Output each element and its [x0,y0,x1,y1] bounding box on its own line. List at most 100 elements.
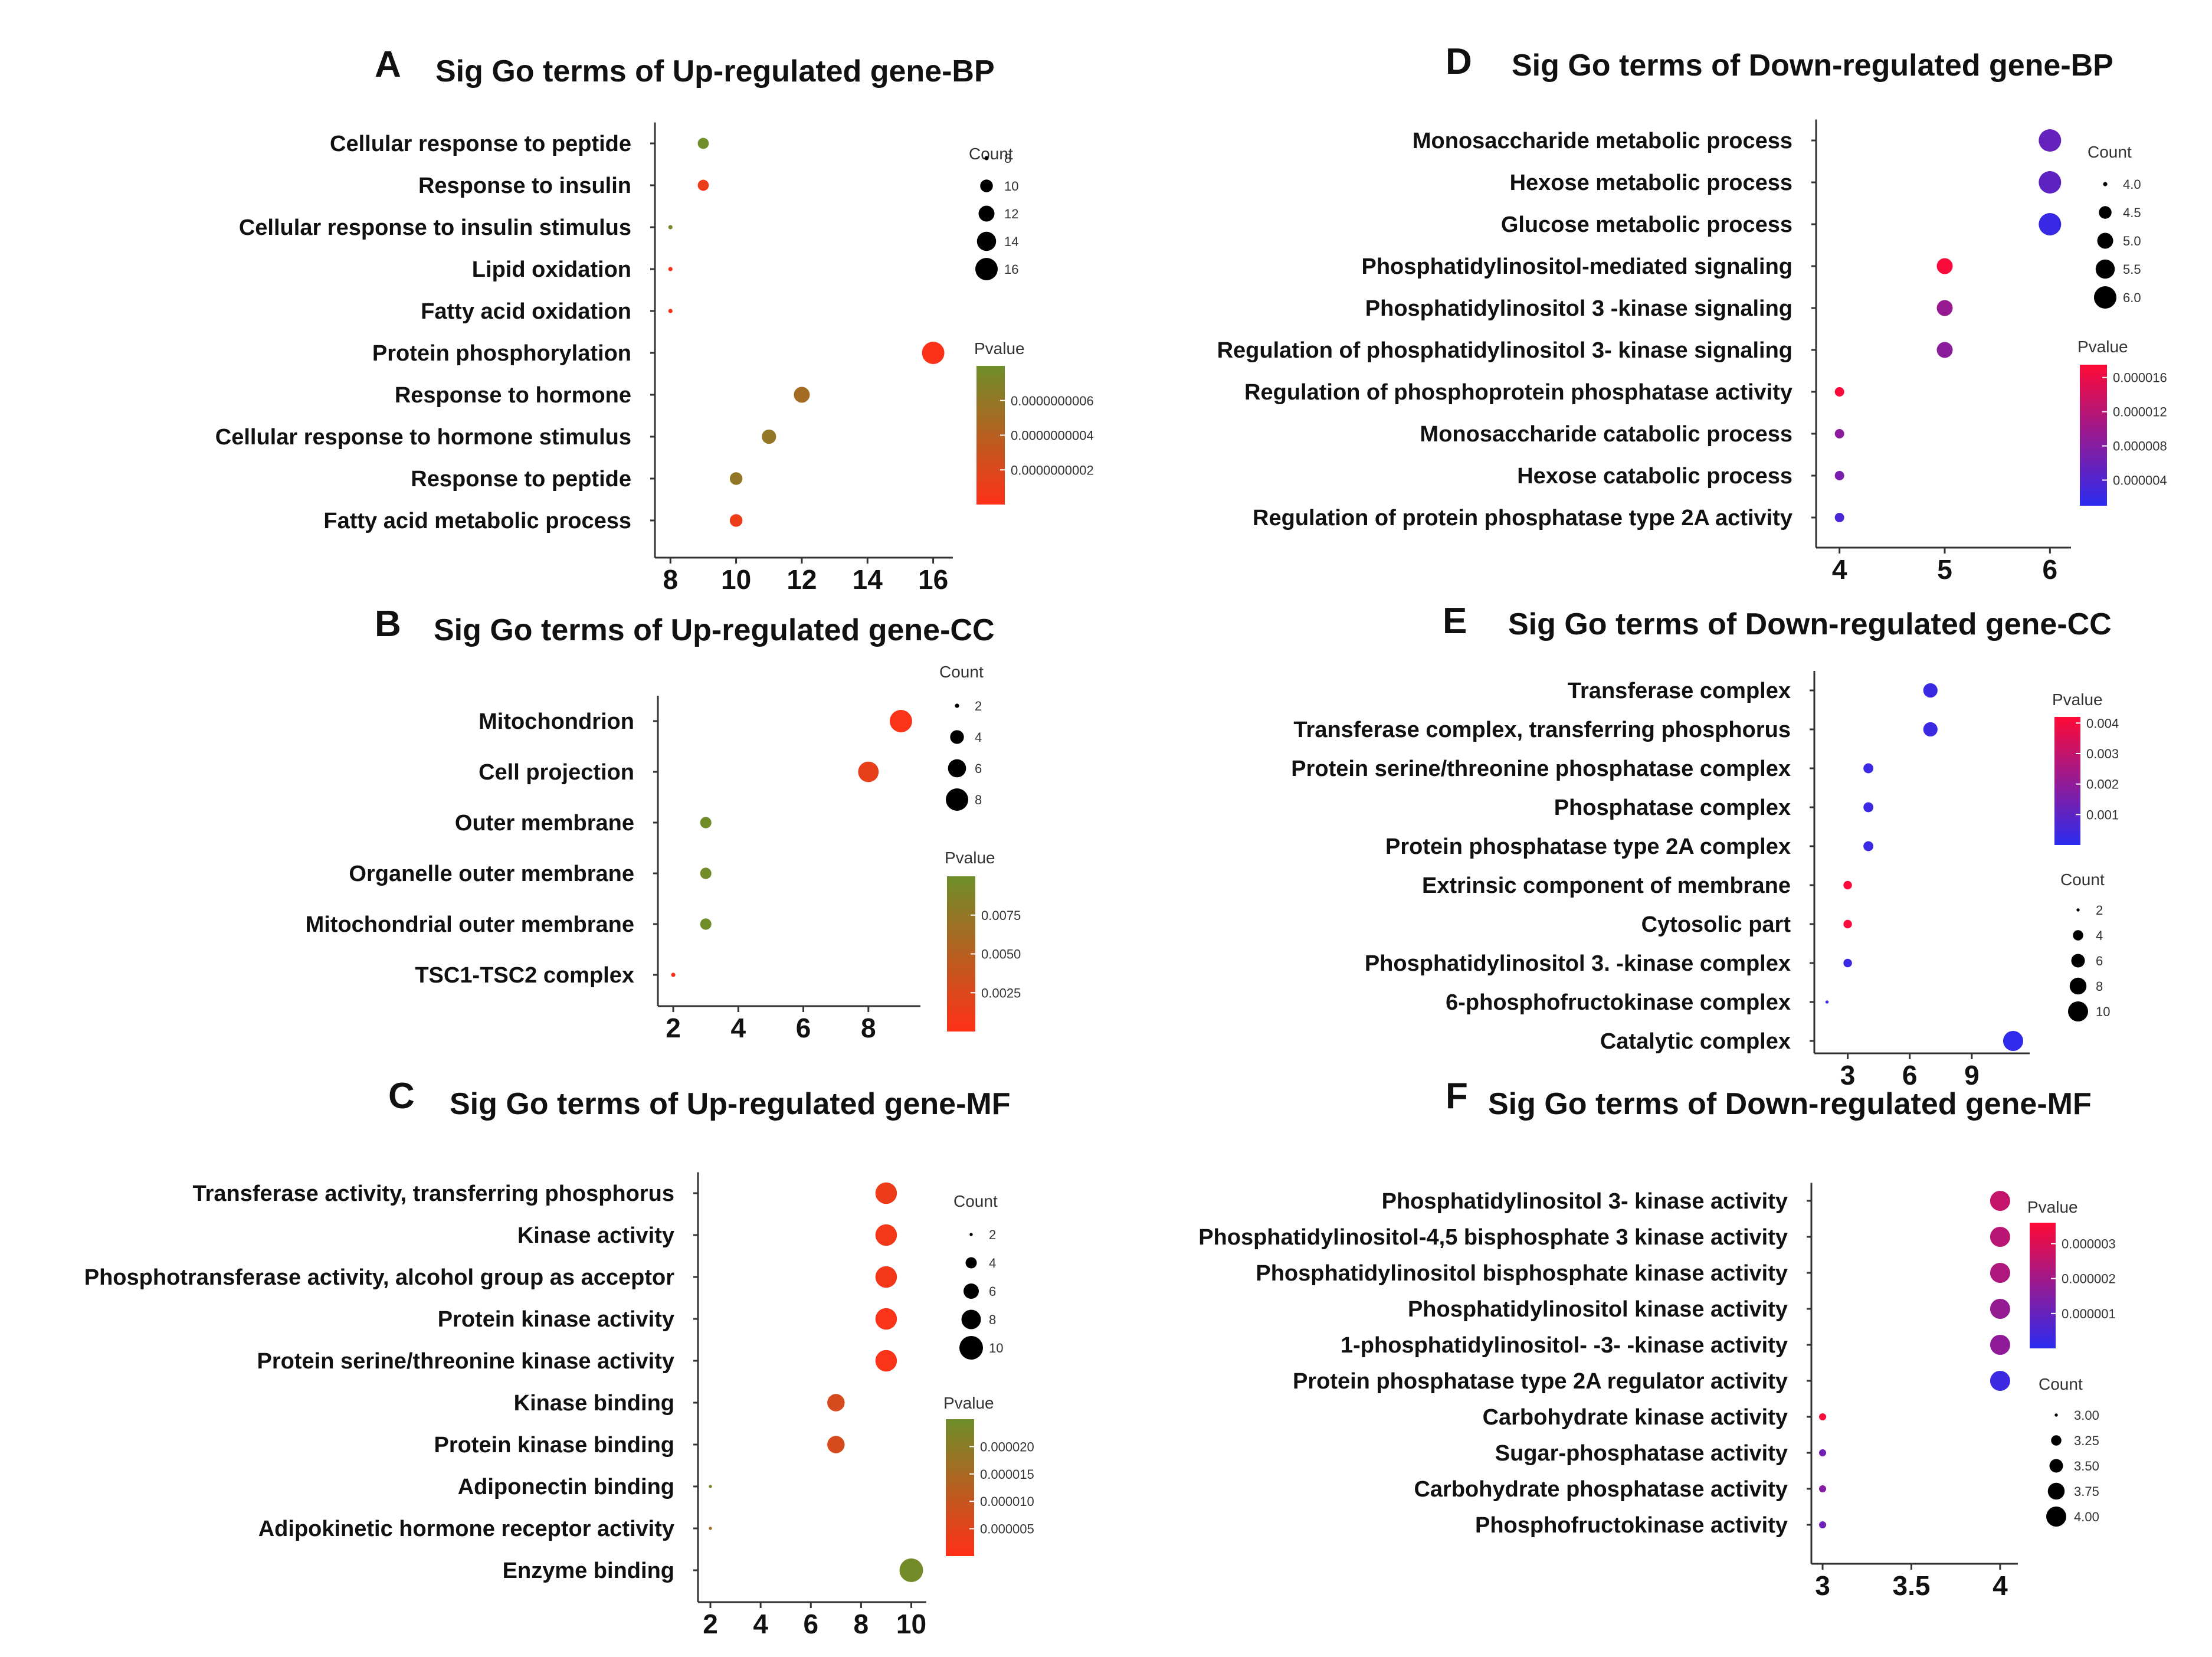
count-legend-swatch [978,205,995,222]
count-legend-label: 4 [975,730,982,745]
data-point [875,1182,897,1204]
count-legend-swatch [2099,206,2112,219]
data-point [889,710,912,732]
count-legend-label: 4.5 [2123,205,2141,220]
y-tick-label: Phosphatidylinositol-mediated signaling [1362,254,1793,279]
data-point [875,1308,897,1330]
count-legend-swatch [950,730,964,744]
count-legend-swatch [975,258,998,280]
count-legend-swatch [946,788,968,811]
data-point [668,225,673,230]
data-point [1825,1000,1829,1004]
data-point [1936,258,1953,274]
y-tick-label: Phosphatidylinositol 3- kinase activity [1382,1189,1788,1214]
y-tick-label: Phosphatidylinositol-4,5 bisphosphate 3 … [1198,1225,1788,1250]
data-point [922,342,945,364]
data-point [1819,1485,1827,1492]
x-tick-label: 10 [896,1609,926,1639]
count-legend-title: Count [953,1192,998,1210]
count-legend-swatch [2095,259,2115,279]
data-point [2039,213,2062,235]
data-point [697,137,709,149]
pvalue-legend-label: 0.000015 [980,1467,1034,1482]
count-legend-title: Count [2060,870,2105,889]
pvalue-legend-title: Pvalue [943,1394,994,1412]
count-legend-swatch [984,156,989,161]
y-tick-label: Cellular response to insulin stimulus [239,215,631,240]
pvalue-colorbar [946,1419,974,1556]
y-tick-label: Cellular response to hormone stimulus [215,425,631,450]
pvalue-legend-label: 0.000012 [2113,405,2167,420]
pvalue-legend-label: 0.0000000006 [1011,394,1094,408]
count-legend-swatch [2071,954,2085,968]
pvalue-legend-label: 0.0050 [981,947,1021,962]
count-legend-label: 10 [989,1341,1003,1355]
count-legend-swatch [948,759,966,778]
x-tick-label: 10 [721,564,751,595]
x-tick-label: 6 [1902,1060,1918,1091]
count-legend-label: 8 [975,793,982,807]
data-point [671,972,676,977]
data-point [1990,1263,2010,1283]
y-tick-label: Organelle outer membrane [349,862,634,886]
data-point [700,817,712,829]
count-legend-label: 10 [1004,179,1018,194]
count-legend-label: 8 [989,1312,996,1327]
panel-b: B Sig Go terms of Up-regulated gene-CC Mit… [306,604,1021,1043]
x-tick-label: 14 [853,564,883,595]
data-point [762,429,776,444]
x-tick-label: 3.5 [1893,1570,1931,1601]
count-legend-label: 5.0 [2123,234,2141,248]
data-point [899,1558,923,1582]
x-tick-label: 3 [1815,1570,1830,1601]
data-point [1843,880,1852,890]
y-tick-label: Phosphatidylinositol 3 -kinase signaling [1365,296,1792,321]
data-point [1843,958,1852,968]
data-point [2039,171,2062,194]
y-tick-label: TSC1-TSC2 complex [415,963,634,988]
count-legend-swatch [965,1257,977,1269]
panel-letter: A [375,44,401,85]
data-point [1863,802,1874,813]
count-legend-label: 6 [975,761,982,776]
count-legend-swatch [2069,977,2087,995]
data-point [1863,841,1874,852]
x-tick-label: 4 [731,1013,746,1043]
count-legend-swatch [2054,1413,2058,1417]
y-tick-label: Cellular response to peptide [330,132,631,156]
x-tick-label: 3 [1840,1060,1856,1091]
x-tick-label: 6 [796,1013,811,1043]
pvalue-legend-label: 0.002 [2086,777,2119,792]
y-tick-label: Response to hormone [395,383,631,408]
count-legend-label: 14 [1004,234,1018,249]
pvalue-legend-label: 0.000016 [2113,371,2167,385]
x-tick-label: 6 [803,1609,818,1639]
panel-letter: F [1446,1076,1468,1116]
x-tick-label: 16 [918,564,948,595]
y-tick-label: Phosphatidylinositol kinase activity [1408,1297,1788,1322]
panel-d: D Sig Go terms of Down-regulated gene-BP M… [1217,41,2167,585]
y-tick-label: Protein kinase activity [438,1307,674,1332]
y-tick-label: Protein phosphatase type 2A complex [1385,834,1791,859]
y-tick-label: Regulation of phosphatidylinositol 3- ki… [1217,338,1792,363]
pvalue-legend-label: 0.000004 [2113,473,2167,488]
count-legend-swatch [2103,182,2108,186]
data-point [1990,1299,2010,1319]
count-legend-label: 16 [1004,262,1018,277]
pvalue-legend-label: 0.003 [2086,746,2119,761]
count-legend-swatch [2094,286,2116,309]
pvalue-colorbar [2080,365,2107,506]
data-point [729,472,743,485]
y-tick-label: Cytosolic part [1641,912,1791,937]
x-tick-label: 6 [2043,554,2058,585]
count-legend-swatch [969,1233,973,1236]
count-legend-swatch [955,703,959,708]
count-legend-swatch [2051,1435,2062,1446]
pvalue-legend-label: 0.001 [2086,807,2119,822]
count-legend-swatch [964,1283,979,1299]
y-tick-label: Phosphatidylinositol bisphosphate kinase… [1256,1261,1788,1286]
count-legend-swatch [2076,908,2080,912]
count-legend-label: 3.75 [2074,1484,2099,1499]
data-point [1923,683,1938,698]
y-tick-label: Phosphatidylinositol 3. -kinase complex [1365,951,1791,976]
